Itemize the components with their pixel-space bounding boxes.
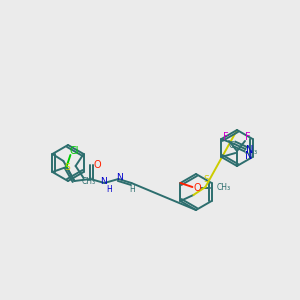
Text: H: H [106,184,112,194]
Text: CH₃: CH₃ [243,148,257,157]
Text: CH₃: CH₃ [216,184,230,193]
Text: N: N [246,145,253,155]
Text: F: F [245,132,251,142]
Text: N: N [100,178,107,187]
Text: N: N [245,151,252,161]
Text: Cl: Cl [70,146,79,156]
Text: CH₃: CH₃ [82,176,96,185]
Text: O: O [194,183,201,193]
Text: S: S [203,176,209,184]
Text: C: C [229,140,234,149]
Text: S: S [64,163,70,172]
Text: N: N [116,173,123,182]
Text: F: F [223,132,229,142]
Text: H: H [130,184,135,194]
Text: O: O [94,160,101,170]
